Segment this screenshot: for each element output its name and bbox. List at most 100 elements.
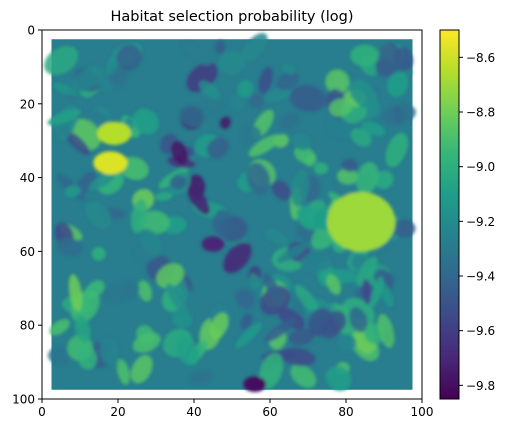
heatmap-cell — [187, 185, 210, 215]
heatmap-cell — [237, 80, 254, 98]
heatmap-cell — [277, 307, 305, 330]
colorbar-tick-label: −9.2 — [466, 215, 495, 229]
heatmap-cell — [219, 116, 231, 129]
colorbar-tick-label: −8.6 — [466, 51, 495, 65]
heatmap-cell — [264, 88, 292, 102]
heatmap-cell — [84, 280, 105, 299]
heatmap-cell — [166, 283, 188, 315]
heatmap-cell — [248, 134, 281, 157]
heatmap-cell — [368, 276, 384, 309]
heatmap-cell — [47, 347, 71, 365]
heatmap-cell — [99, 79, 113, 93]
heatmap-cell — [356, 161, 379, 194]
heatmap-cell — [68, 274, 83, 312]
y-tick-label: 40 — [20, 171, 35, 185]
y-tick-label: 60 — [20, 245, 35, 259]
y-tick-label: 80 — [20, 319, 35, 333]
heatmap-cell — [56, 237, 82, 257]
y-tick-label: 0 — [27, 24, 35, 38]
heatmap-cell — [325, 69, 350, 95]
heatmap-cell — [209, 312, 229, 340]
heatmap-cell — [282, 63, 296, 75]
heatmap-cell — [349, 307, 368, 333]
colorbar: −8.6 −8.8 −9.0 −9.2 −9.4 −9.6 −9.8 — [439, 29, 495, 400]
heatmap-cell — [338, 333, 357, 352]
chart-title: Habitat selection probability (log) — [110, 9, 353, 25]
heatmap-cell — [139, 228, 162, 256]
heatmap-cell — [336, 168, 359, 185]
heatmap-cell — [294, 284, 319, 313]
heatmap-region — [201, 236, 225, 252]
heatmap-cell — [375, 42, 402, 77]
heatmap-cell — [361, 121, 386, 137]
heatmap-cell — [385, 132, 408, 168]
heatmap-cell — [64, 130, 91, 155]
heatmap-cell — [307, 308, 334, 337]
heatmap-cell — [288, 328, 315, 346]
heatmap-cell — [130, 199, 148, 234]
heatmap-cell — [291, 169, 310, 207]
colorbar-tick-label: −9.4 — [466, 270, 495, 284]
heatmap-blobs — [44, 32, 416, 392]
heatmap-cell — [156, 263, 185, 289]
axes-frame — [41, 29, 423, 400]
x-tick-label: 80 — [338, 405, 353, 419]
heatmap-cell — [391, 219, 416, 238]
heatmap-region — [93, 151, 128, 175]
heatmap-cell — [292, 133, 311, 151]
heatmap-cell — [259, 352, 284, 389]
colorbar-gradient-bar — [440, 30, 459, 399]
heatmap-cell — [276, 71, 299, 91]
heatmap-cell — [241, 125, 262, 147]
heatmap-cell — [206, 137, 229, 159]
heatmap-cell — [182, 41, 211, 66]
heatmap-cell — [77, 346, 97, 370]
heatmap-cell — [249, 273, 261, 290]
heatmap-cell — [75, 171, 97, 195]
x-tick-label: 60 — [262, 405, 277, 419]
heatmap-cell — [132, 332, 161, 353]
heatmap-cell — [241, 32, 268, 63]
heatmap-region — [243, 376, 267, 392]
heatmap-cell — [99, 337, 119, 365]
heatmap-cell — [313, 162, 329, 175]
x-axis: 0 20 40 60 80 100 — [38, 399, 433, 419]
colorbar-ticks: −8.6 −8.8 −9.0 −9.2 −9.4 −9.6 −9.8 — [459, 51, 495, 393]
heatmap-region — [97, 121, 132, 145]
heatmap-cell — [175, 336, 200, 366]
x-tick-label: 0 — [38, 405, 46, 419]
heatmap-cell — [290, 364, 317, 388]
heatmap-area — [44, 32, 416, 392]
heatmap-cell — [132, 108, 159, 135]
y-tick-label: 100 — [12, 393, 35, 407]
heatmap-cell — [305, 155, 316, 167]
heatmap-cell — [328, 98, 353, 117]
heatmap-cell — [189, 370, 213, 385]
heatmap-cell — [264, 318, 296, 343]
heatmap-cell — [361, 279, 372, 305]
heatmap-cell — [137, 280, 153, 302]
heatmap-cell — [325, 366, 352, 391]
heatmap-cell — [277, 243, 307, 263]
heatmap-cell — [171, 140, 189, 165]
heatmap-cell — [212, 209, 234, 237]
heatmap-cell — [218, 50, 246, 75]
heatmap-cell — [350, 128, 372, 147]
heatmap-cell — [44, 45, 79, 76]
heatmap-cell — [326, 274, 341, 295]
heatmap-cell — [171, 309, 193, 329]
y-axis: 0 20 40 60 80 100 — [12, 24, 42, 407]
heatmap-cell — [279, 111, 300, 131]
heatmap-cell — [74, 315, 91, 343]
colorbar-tick-label: −9.0 — [466, 160, 495, 174]
heatmap-cell — [49, 319, 70, 336]
colorbar-tick-label: −9.8 — [466, 379, 495, 393]
heatmap-cell — [64, 185, 81, 198]
heatmap-cell — [235, 322, 262, 349]
heatmap-cell — [179, 104, 206, 127]
x-tick-label: 100 — [411, 405, 434, 419]
heatmap-cell — [130, 354, 153, 384]
heatmap-region — [327, 191, 396, 252]
heatmap-cell — [249, 93, 265, 109]
